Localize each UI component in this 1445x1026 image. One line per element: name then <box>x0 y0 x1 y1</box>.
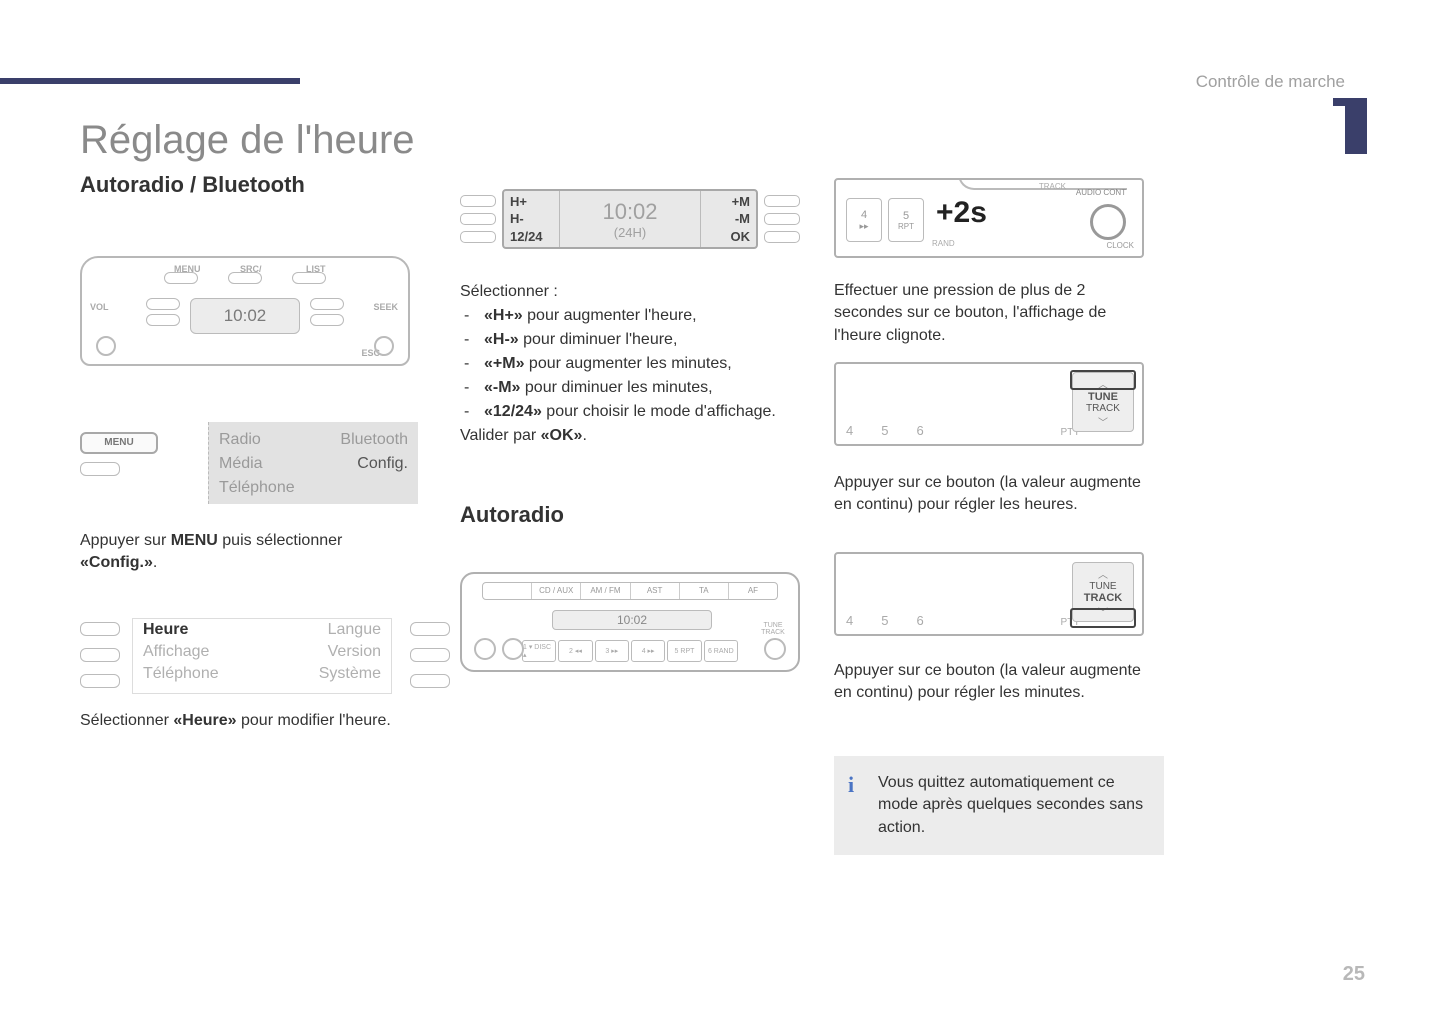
menu-item-bluetooth: Bluetooth <box>340 428 408 452</box>
time-display-value: 10:02 <box>602 199 657 225</box>
section-header: Contrôle de marche <box>1196 72 1345 92</box>
chapter-number <box>1327 98 1367 158</box>
menu-button-graphic: MENU <box>80 432 158 454</box>
header-rule <box>0 78 300 84</box>
time-setting-screen: H+ H- 12/24 10:02 (24H) +M -M OK <box>460 188 800 250</box>
time-btn-1224: 12/24 <box>510 229 553 244</box>
config-item-affichage: Affichage <box>143 643 209 661</box>
config-item-telephone: Téléphone <box>143 665 219 683</box>
sel-intro: Sélectionner : <box>460 280 810 304</box>
radio-label-vol: VOL <box>90 302 109 312</box>
clock-button-panel: 4▸▸ 5RPT +2s RAND AUDIO CONT CLOCK TRACK <box>834 178 1144 258</box>
menu-list: Radio Bluetooth Média Config. Téléphone <box>208 422 418 504</box>
radio2-display: 10:02 <box>552 610 712 630</box>
clock-dial-icon <box>1090 204 1126 240</box>
tune-panel-hours: 4 5 6 PTY ︿ TUNE TRACK ﹀ <box>834 362 1144 446</box>
menu-item-media: Média <box>219 452 263 476</box>
config-item-systeme: Système <box>319 665 381 683</box>
time-display-format: (24H) <box>614 225 647 240</box>
menu-item-telephone: Téléphone <box>219 476 295 500</box>
menu-item-config: Config. <box>357 452 408 476</box>
tune-panel-minutes: 4 5 6 PTY ︿ TUNE TRACK ﹀ <box>834 552 1144 636</box>
config-item-heure: Heure <box>143 621 188 639</box>
page-number: 25 <box>1343 963 1365 986</box>
radio-label-seek: SEEK <box>373 302 398 312</box>
config-list: Heure Langue Affichage Version Téléphone Sy… <box>132 618 392 694</box>
menu-screen-illustration: MENU Radio Bluetooth Média Config. Télépho… <box>80 422 410 512</box>
info-text: Vous quittez automatiquement ce mode apr… <box>878 774 1143 836</box>
info-note-box: i Vous quittez automatiquement ce mode a… <box>834 756 1164 855</box>
info-icon: i <box>848 770 854 801</box>
instruction-menu-config: Appuyer sur MENU puis sélectionner «Conf… <box>80 530 342 575</box>
press-2s-indicator: +2s <box>936 196 987 230</box>
audio-cont-label: AUDIO CONT <box>1066 188 1136 197</box>
selection-instructions: Sélectionner : «H+» pour augmenter l'heu… <box>460 280 810 448</box>
radio-illustration-secondary: CD / AUX AM / FM AST TA AF 10:02 TUNE TR… <box>460 572 800 672</box>
time-btn-h-minus: H- <box>510 211 553 226</box>
time-btn-m-minus: -M <box>707 211 750 226</box>
instruction-set-minutes: Appuyer sur ce bouton (la valeur augment… <box>834 660 1154 705</box>
page-title: Réglage de l'heure <box>80 118 415 163</box>
subtitle-autoradio-bluetooth: Autoradio / Bluetooth <box>80 172 305 198</box>
time-btn-m-plus: +M <box>707 194 750 209</box>
time-btn-ok: OK <box>707 229 750 244</box>
instruction-press-2s: Effectuer une pression de plus de 2 seco… <box>834 280 1154 347</box>
radio-display-time: 10:02 <box>190 298 300 334</box>
time-btn-h-plus: H+ <box>510 194 553 209</box>
config-item-langue: Langue <box>328 621 381 639</box>
menu-item-radio: Radio <box>219 428 261 452</box>
radio-illustration-main: MENU SRC/ LIST VOL SEEK ESC 10:02 <box>80 256 410 366</box>
config-item-version: Version <box>328 643 381 661</box>
instruction-select-heure: Sélectionner «Heure» pour modifier l'heu… <box>80 712 391 730</box>
subtitle-autoradio: Autoradio <box>460 502 564 528</box>
instruction-set-hours: Appuyer sur ce bouton (la valeur augment… <box>834 472 1154 517</box>
heure-screen-illustration: Heure Langue Affichage Version Téléphone Sy… <box>80 618 450 698</box>
